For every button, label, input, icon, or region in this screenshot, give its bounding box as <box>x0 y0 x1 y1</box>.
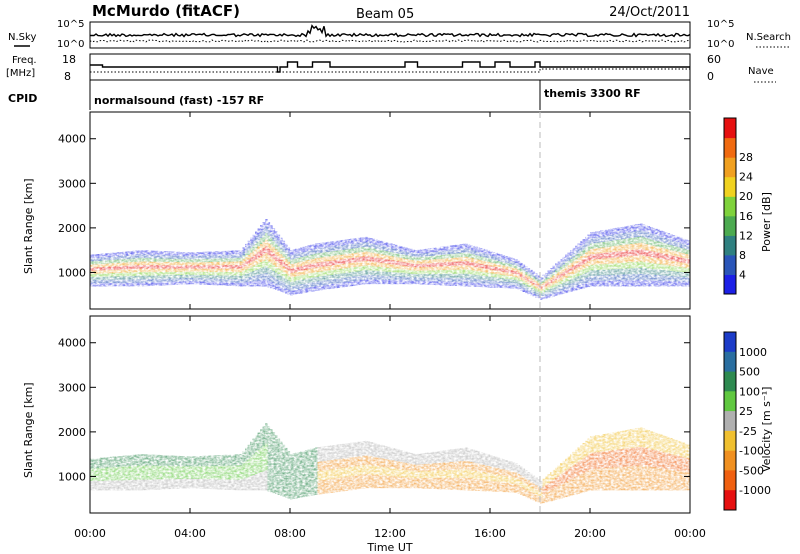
y-tick-label: 4000 <box>58 337 86 350</box>
y-tick-label: 2000 <box>58 426 86 439</box>
y-tick-label: 3000 <box>58 177 86 190</box>
colorbar-cell <box>724 235 736 256</box>
colorbar-tick-label: 1000 <box>739 346 767 359</box>
noise-left-tick-bottom: 10^0 <box>57 39 84 50</box>
x-tick-label: 16:00 <box>474 527 506 540</box>
velocity-y-ticks: 1000 2000 3000 4000 <box>58 337 690 483</box>
colorbar-cell <box>724 118 736 139</box>
colorbar-tick-label: 25 <box>739 405 753 418</box>
x-tick-label: 04:00 <box>174 527 206 540</box>
beam-title: Beam 05 <box>356 7 414 22</box>
colorbar-tick-label: 20 <box>739 190 753 203</box>
colorbar-cell <box>724 157 736 178</box>
noise-right-tick-bottom: 10^0 <box>707 39 734 50</box>
colorbar-cell <box>724 332 736 353</box>
y-tick-label: 4000 <box>58 133 86 146</box>
nave-right-tick-top: 60 <box>707 53 721 66</box>
colorbar-cell <box>724 371 736 392</box>
noise-search-line <box>89 39 691 43</box>
power-y-axis-label: Slant Range [km] <box>22 178 35 274</box>
power-colorbar-label: Power [dB] <box>760 192 773 252</box>
echo-texture <box>90 112 690 309</box>
colorbar-tick-label: -100 <box>739 445 764 458</box>
colorbar-cell <box>724 391 736 412</box>
y-tick-label: 3000 <box>58 381 86 394</box>
x-tick-label: 00:00 <box>674 527 706 540</box>
frequency-panel: Freq. [MHz] 18 8 60 0 Nave <box>6 53 776 83</box>
colorbar-tick-label: 100 <box>739 385 760 398</box>
colorbar-cell <box>724 351 736 373</box>
power-colorbar: 4 8 12 16 20 24 28 <box>723 117 753 295</box>
cpid-label: CPID <box>8 92 37 105</box>
station-title: McMurdo (fitACF) <box>92 2 240 20</box>
freq-left-tick-bottom: 8 <box>64 70 71 83</box>
noise-sky-label: N.Sky <box>8 32 36 43</box>
noise-search-label: N.Search <box>746 32 791 43</box>
colorbar-cell <box>724 196 736 217</box>
time-axis: 00:00 04:00 08:00 12:00 16:00 20:00 00:00 <box>74 112 706 540</box>
colorbar-frame <box>723 331 737 511</box>
colorbar-cell <box>724 470 736 491</box>
colorbar-cell <box>724 490 736 511</box>
colorbar-tick-label: -500 <box>739 464 764 477</box>
noise-panel: N.Sky 10^5 10^0 10^5 10^0 N.Search <box>8 19 791 50</box>
colorbar-tick-label: 8 <box>739 249 746 262</box>
x-tick-label: 08:00 <box>274 527 306 540</box>
colorbar-cell <box>724 411 736 432</box>
colorbar-tick-label: 24 <box>739 171 753 184</box>
noise-left-tick-top: 10^5 <box>57 19 84 30</box>
velocity-y-axis-label: Slant Range [km] <box>22 382 35 478</box>
colorbar-cell <box>724 450 736 471</box>
echo-texture <box>90 316 690 513</box>
freq-label-2: [MHz] <box>6 68 35 79</box>
colorbar-cell <box>724 430 736 452</box>
colorbar-tick-label: 16 <box>739 210 753 223</box>
colorbar-tick-label: 4 <box>739 268 746 281</box>
colorbar-tick-label: 500 <box>739 366 760 379</box>
noise-sky-line <box>89 24 691 38</box>
y-tick-label: 2000 <box>58 222 86 235</box>
x-tick-label: 20:00 <box>574 527 606 540</box>
x-axis-label: Time UT <box>366 541 412 554</box>
x-tick-label: 12:00 <box>374 527 406 540</box>
freq-left-tick-top: 18 <box>62 53 76 66</box>
y-tick-label: 1000 <box>58 266 86 279</box>
power-y-ticks: 1000 2000 3000 4000 <box>58 133 690 279</box>
velocity-echo-layer <box>90 316 691 513</box>
nave-label: Nave <box>748 66 774 77</box>
noise-right-tick-top: 10^5 <box>707 19 734 30</box>
power-panel: 1000 2000 3000 4000 Slant Range [km] 4 8 12 16… <box>22 111 773 310</box>
colorbar-tick-label: -25 <box>739 425 757 438</box>
date-title: 24/Oct/2011 <box>609 5 690 20</box>
power-echo-layer <box>90 112 691 309</box>
colorbar-tick-label: 28 <box>739 151 753 164</box>
velocity-colorbar-label: Velocity [m s⁻¹] <box>760 387 773 472</box>
colorbar-tick-label: -1000 <box>739 484 771 497</box>
nave-line <box>90 68 690 73</box>
colorbar-cell <box>724 274 736 295</box>
colorbar-cell <box>724 254 736 275</box>
freq-label-1: Freq. <box>12 55 37 66</box>
x-tick-label: 00:00 <box>74 527 106 540</box>
cpid-mode-2: themis 3300 RF <box>544 87 641 100</box>
colorbar-cell <box>724 137 736 158</box>
cpid-mode-1: normalsound (fast) -157 RF <box>94 94 264 107</box>
y-tick-label: 1000 <box>58 470 86 483</box>
colorbar-cell <box>724 176 736 197</box>
colorbar-cell <box>724 215 736 236</box>
frequency-line <box>90 61 690 73</box>
velocity-panel: 1000 2000 3000 4000 Slant Range [km] 1000 50… <box>22 315 773 514</box>
nave-right-tick-bottom: 0 <box>707 70 714 83</box>
colorbar-tick-label: 12 <box>739 229 753 242</box>
colorbar-frame <box>723 117 737 295</box>
velocity-colorbar: 1000 500 100 25 -25 -100 -500 -1000 <box>723 331 771 511</box>
cpid-panel: CPID normalsound (fast) -157 RF themis 3… <box>8 80 691 110</box>
